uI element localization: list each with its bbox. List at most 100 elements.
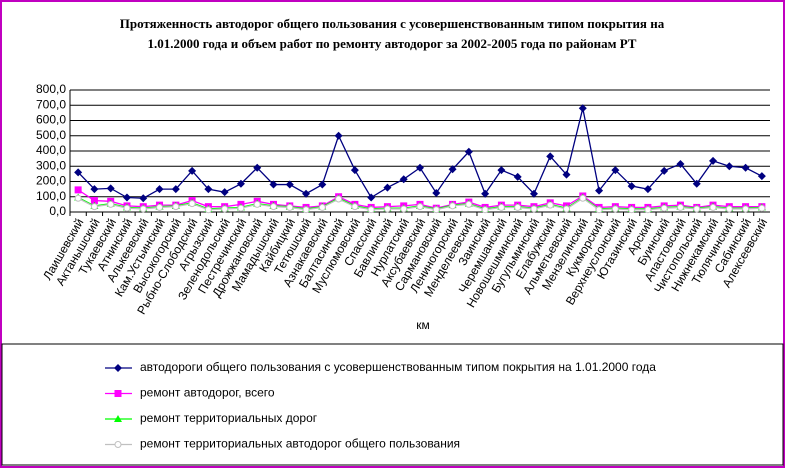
point (172, 203, 180, 211)
point (709, 156, 718, 165)
point (465, 200, 473, 208)
point (367, 206, 375, 214)
point (481, 206, 489, 214)
point (253, 163, 262, 172)
point (546, 201, 554, 209)
point (660, 204, 668, 212)
y-tick-label: 300,0 (36, 158, 66, 172)
point (269, 203, 277, 211)
point (367, 193, 376, 202)
point (693, 205, 701, 213)
point (529, 189, 538, 198)
point (106, 184, 115, 193)
chart-title: 1.01.2000 года и объем работ по ремонту … (148, 36, 637, 51)
point (725, 205, 733, 213)
point (611, 166, 620, 175)
legend-marker (114, 415, 122, 422)
point (497, 166, 506, 175)
point (171, 185, 180, 194)
point (497, 203, 505, 211)
legend-label: ремонт территориальных автодорог общего … (140, 437, 460, 451)
point (107, 200, 115, 208)
point (562, 170, 571, 179)
point (74, 168, 83, 177)
point (90, 203, 98, 211)
point (692, 179, 701, 188)
point (627, 182, 636, 191)
point (660, 166, 669, 175)
point (204, 206, 212, 214)
point (595, 186, 604, 195)
y-tick-label: 800,0 (36, 82, 66, 96)
point (514, 203, 522, 211)
y-tick-label: 700,0 (36, 97, 66, 111)
point (221, 205, 229, 213)
point (220, 188, 229, 197)
point (383, 183, 392, 192)
point (742, 205, 750, 213)
point (74, 186, 82, 194)
point (236, 179, 245, 188)
point (676, 203, 684, 211)
point (383, 205, 391, 213)
legend-marker (114, 364, 122, 372)
point (400, 205, 408, 213)
point (416, 163, 424, 172)
point (253, 200, 261, 208)
point (139, 194, 148, 203)
point (122, 193, 131, 202)
point (449, 202, 457, 210)
point (741, 163, 750, 172)
legend-label: ремонт автодорог, всего (140, 386, 275, 400)
legend-marker (114, 390, 122, 397)
point (578, 104, 587, 113)
point (351, 203, 359, 211)
point (156, 203, 164, 211)
x-axis-title: км (416, 318, 430, 332)
legend-label: ремонт территориальных дорог (140, 411, 318, 425)
point (644, 206, 652, 214)
point (530, 205, 538, 213)
point (318, 203, 326, 211)
point (204, 185, 213, 194)
point (595, 206, 603, 214)
point (563, 205, 571, 213)
point (155, 185, 164, 194)
point (139, 205, 147, 213)
point (628, 206, 636, 214)
point (725, 162, 734, 171)
y-tick-label: 200,0 (36, 174, 66, 188)
point (334, 131, 343, 140)
point (188, 200, 196, 208)
point (611, 205, 619, 213)
point (758, 204, 766, 212)
point (90, 197, 98, 205)
point (513, 172, 522, 181)
point (74, 194, 82, 202)
point (318, 180, 327, 189)
point (90, 185, 99, 194)
point (123, 204, 131, 212)
legend-label: автодороги общего пользования с усоверше… (140, 360, 656, 374)
legend-box (1, 343, 784, 466)
point (399, 175, 408, 184)
y-tick-label: 100,0 (36, 189, 66, 203)
point (448, 165, 457, 174)
y-tick-label: 600,0 (36, 113, 66, 127)
point (643, 185, 652, 194)
point (757, 172, 766, 181)
point (237, 204, 245, 212)
point (676, 159, 685, 168)
point (579, 194, 587, 202)
point (432, 206, 440, 214)
point (335, 195, 343, 203)
y-tick-label: 500,0 (36, 128, 66, 142)
chart-title: Протяженность автодорог общего пользован… (120, 16, 665, 31)
point (286, 203, 294, 211)
point (432, 188, 441, 197)
legend-marker (114, 441, 122, 448)
point (188, 166, 197, 175)
y-tick-label: 0,0 (49, 204, 66, 218)
point (546, 152, 555, 161)
point (481, 189, 490, 198)
